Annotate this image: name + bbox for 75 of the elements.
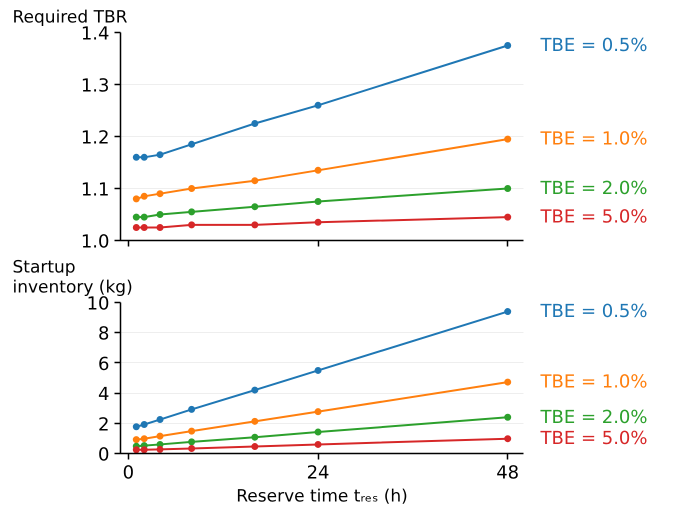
point bbox=[156, 211, 164, 218]
y-tick-label: 1.1 bbox=[80, 180, 110, 200]
point bbox=[188, 221, 196, 228]
point bbox=[504, 214, 512, 221]
point bbox=[140, 446, 148, 454]
point bbox=[504, 378, 512, 386]
y-tick-label: 6 bbox=[98, 354, 110, 375]
series-label: TBE = 2.0% bbox=[540, 178, 648, 199]
point bbox=[251, 418, 258, 425]
point bbox=[140, 214, 148, 221]
point bbox=[504, 42, 512, 49]
series-label: TBE = 1.0% bbox=[540, 372, 648, 393]
point bbox=[504, 308, 512, 316]
x-tick-label: 24 bbox=[306, 462, 330, 484]
y-axis-title: Startup inventory (kg) bbox=[12, 258, 133, 298]
y-tick-label: 1.2 bbox=[80, 128, 110, 148]
point bbox=[504, 435, 512, 442]
point bbox=[156, 446, 164, 453]
point bbox=[156, 432, 164, 440]
point bbox=[251, 221, 258, 228]
point bbox=[140, 224, 148, 231]
point bbox=[132, 214, 140, 221]
point bbox=[314, 218, 322, 226]
series-label: TBE = 5.0% bbox=[540, 206, 648, 228]
point bbox=[140, 192, 148, 200]
series-label: TBE = 5.0% bbox=[540, 428, 648, 450]
point bbox=[504, 136, 512, 143]
point bbox=[251, 120, 258, 127]
point bbox=[132, 436, 140, 444]
point bbox=[132, 154, 140, 161]
y-tick-label: 0 bbox=[98, 444, 110, 466]
y-tick-label: 4 bbox=[98, 384, 110, 406]
point bbox=[132, 195, 140, 202]
point bbox=[188, 140, 196, 148]
point bbox=[504, 414, 512, 421]
point bbox=[156, 190, 164, 198]
point bbox=[251, 177, 258, 184]
point bbox=[132, 423, 140, 430]
point bbox=[188, 208, 196, 216]
point bbox=[314, 440, 322, 448]
x-tick-label: 0 bbox=[122, 462, 134, 484]
point bbox=[314, 102, 322, 109]
point bbox=[314, 166, 322, 174]
point bbox=[188, 445, 196, 452]
point bbox=[314, 366, 322, 374]
x-axis-title: Reserve time tᵣₑₛ (h) bbox=[236, 486, 408, 506]
point bbox=[132, 224, 140, 231]
point bbox=[140, 154, 148, 161]
point bbox=[188, 406, 196, 413]
point bbox=[188, 428, 196, 435]
point bbox=[140, 435, 148, 442]
point bbox=[188, 185, 196, 192]
point bbox=[156, 151, 164, 158]
point bbox=[132, 446, 140, 454]
point bbox=[188, 438, 196, 446]
point bbox=[314, 428, 322, 436]
point bbox=[251, 443, 258, 450]
point bbox=[251, 434, 258, 441]
point bbox=[314, 198, 322, 205]
series-label: TBE = 1.0% bbox=[540, 128, 648, 150]
y-tick-label: 2 bbox=[98, 414, 110, 436]
point bbox=[504, 185, 512, 192]
y-tick-label: 1.3 bbox=[80, 76, 110, 96]
series-label: TBE = 0.5% bbox=[540, 301, 648, 322]
series-label: TBE = 2.0% bbox=[540, 406, 648, 428]
point bbox=[251, 386, 258, 394]
y-tick-label: 8 bbox=[98, 324, 110, 345]
series-label: TBE = 0.5% bbox=[540, 35, 648, 56]
x-tick-label: 48 bbox=[496, 462, 520, 484]
point bbox=[156, 224, 164, 231]
point bbox=[156, 416, 164, 424]
point bbox=[251, 203, 258, 210]
y-tick-label: 1.0 bbox=[80, 232, 110, 252]
point bbox=[314, 408, 322, 416]
point bbox=[140, 421, 148, 428]
